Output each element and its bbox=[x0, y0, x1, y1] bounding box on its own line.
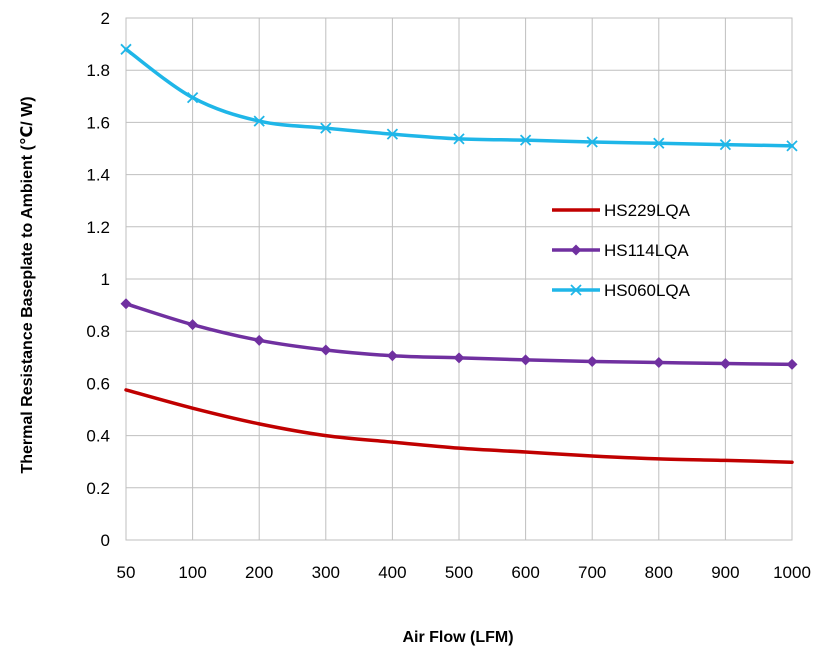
series-hs114lqa bbox=[120, 298, 798, 370]
y-tick-label: 0.6 bbox=[86, 374, 110, 393]
data-point-marker bbox=[253, 334, 265, 346]
series-line bbox=[124, 388, 794, 464]
data-point-marker bbox=[719, 138, 732, 151]
y-tick-label: 1.2 bbox=[86, 218, 110, 237]
legend-marker bbox=[570, 244, 582, 256]
y-tick-label: 1.6 bbox=[86, 113, 110, 132]
data-point-marker bbox=[186, 91, 199, 104]
axes: 0 0.2 0.4 0.6 0.8 1 1.2 1.4 1.6 1.8 2 50 100 200 300 40… bbox=[86, 9, 811, 582]
x-axis-title: Air Flow (LFM) bbox=[402, 629, 513, 646]
data-point-marker bbox=[653, 357, 665, 369]
data-point-marker bbox=[386, 128, 399, 140]
grid-lines bbox=[125, 17, 793, 541]
x-tick-label: 900 bbox=[711, 563, 739, 582]
data-point-marker bbox=[786, 358, 798, 370]
y-tick-label: 0 bbox=[101, 531, 110, 550]
data-point-marker bbox=[586, 355, 598, 367]
y-tick-label: 1 bbox=[101, 270, 110, 289]
series-hs060lqa bbox=[120, 43, 798, 152]
data-point-marker bbox=[586, 136, 598, 148]
legend-label: HS060LQA bbox=[604, 281, 691, 300]
x-tick-label: 200 bbox=[245, 563, 273, 582]
y-tick-label: 0.8 bbox=[86, 322, 110, 341]
data-point-marker bbox=[453, 133, 465, 145]
plot-area-border bbox=[125, 17, 793, 541]
legend-label: HS229LQA bbox=[604, 201, 691, 220]
x-tick-label: 800 bbox=[645, 563, 673, 582]
x-tick-label: 500 bbox=[445, 563, 473, 582]
data-point-marker bbox=[386, 350, 398, 362]
x-tick-label: 400 bbox=[378, 563, 406, 582]
series-hs229lqa bbox=[124, 388, 794, 464]
data-point-marker bbox=[253, 115, 265, 127]
data-point-marker bbox=[120, 43, 132, 55]
y-tick-label: 1.8 bbox=[86, 61, 110, 80]
data-point-marker bbox=[519, 134, 532, 146]
x-tick-label: 100 bbox=[178, 563, 206, 582]
y-tick-label: 1.4 bbox=[86, 166, 110, 185]
x-tick-label: 600 bbox=[511, 563, 539, 582]
x-tick-label: 300 bbox=[312, 563, 340, 582]
x-tick-label: 1000 bbox=[773, 563, 811, 582]
data-point-marker bbox=[320, 344, 332, 356]
legend: HS229LQA HS114LQA HS060LQA bbox=[552, 201, 691, 300]
legend-item-hs060lqa: HS060LQA bbox=[552, 281, 691, 300]
data-point-marker bbox=[120, 298, 132, 310]
data-point-marker bbox=[320, 122, 332, 134]
data-point-marker bbox=[187, 319, 199, 331]
legend-marker bbox=[570, 284, 582, 296]
y-tick-label: 2 bbox=[101, 9, 110, 28]
x-tick-label: 50 bbox=[117, 563, 136, 582]
legend-label: HS114LQA bbox=[604, 241, 689, 260]
x-tick-label: 700 bbox=[578, 563, 606, 582]
series-lines bbox=[120, 43, 798, 464]
data-point-marker bbox=[520, 354, 532, 366]
y-tick-label: 0.4 bbox=[86, 427, 110, 446]
data-point-marker bbox=[653, 137, 665, 149]
y-axis-title: Thermal Resistance Baseplate to Ambient … bbox=[19, 96, 36, 473]
data-point-marker bbox=[786, 140, 798, 152]
legend-item-hs229lqa: HS229LQA bbox=[552, 201, 691, 220]
y-tick-label: 0.2 bbox=[86, 479, 110, 498]
data-point-marker bbox=[453, 352, 465, 364]
data-point-marker bbox=[719, 358, 731, 370]
legend-item-hs114lqa: HS114LQA bbox=[552, 241, 689, 260]
